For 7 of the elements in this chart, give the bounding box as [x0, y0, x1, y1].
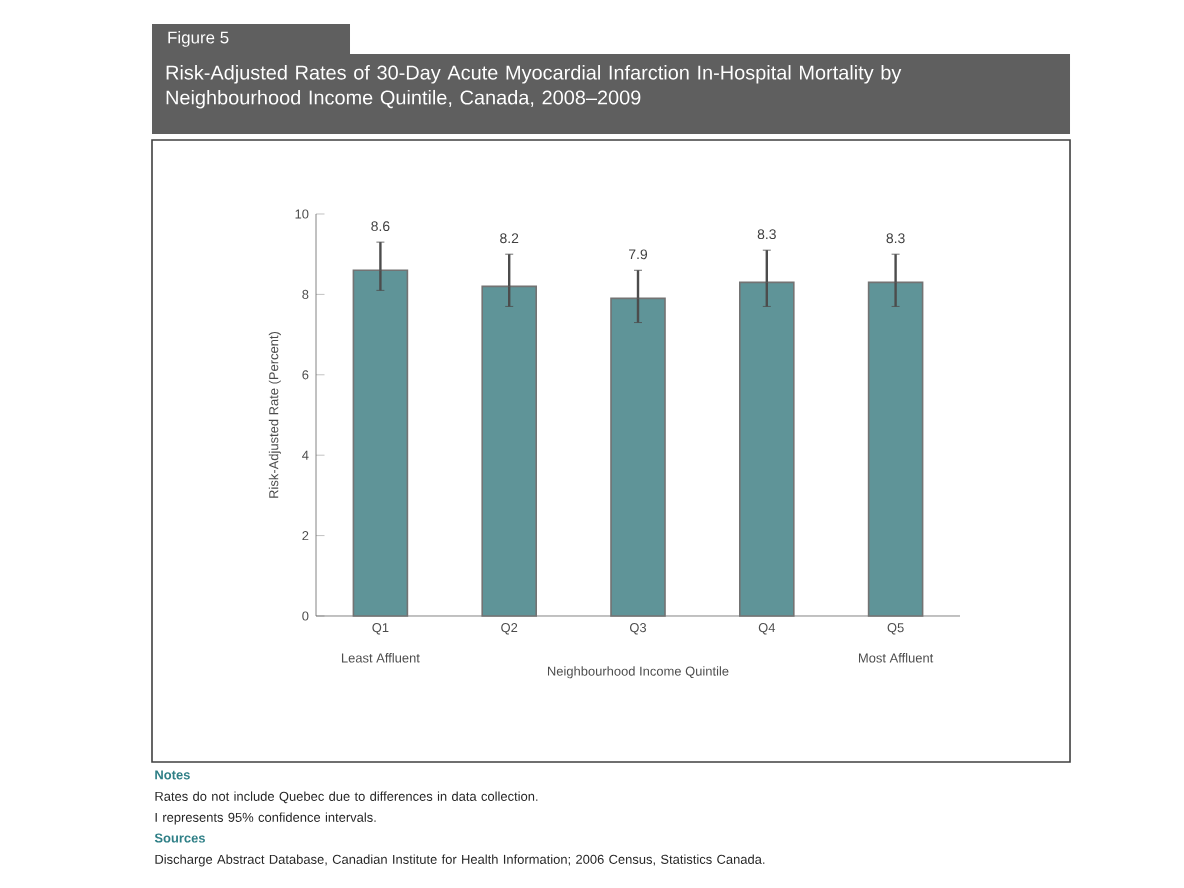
chart-title: Risk-Adjusted Rates of 30-Day Acute Myocardial Infarction In-Hospital Mortality by Neighbourhood Income Quintile, Canada, 2008–2009	[166, 65, 902, 109]
bar	[867, 281, 924, 617]
caption: Figure 5	[168, 31, 229, 47]
bar	[739, 281, 795, 617]
bar	[481, 285, 537, 617]
bar	[610, 297, 666, 617]
bar	[352, 269, 409, 617]
